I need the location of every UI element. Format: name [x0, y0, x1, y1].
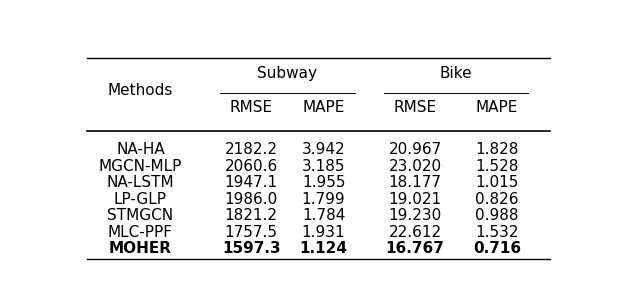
Text: MLC-PPF: MLC-PPF: [108, 225, 173, 240]
Text: 19.230: 19.230: [389, 208, 442, 223]
Text: 1986.0: 1986.0: [225, 192, 278, 207]
Text: MAPE: MAPE: [302, 100, 345, 115]
Text: 1757.5: 1757.5: [225, 225, 278, 240]
Text: 2182.2: 2182.2: [225, 142, 278, 157]
Text: 3.942: 3.942: [302, 142, 345, 157]
Text: 1.528: 1.528: [475, 159, 519, 174]
Text: STMGCN: STMGCN: [108, 208, 174, 223]
Text: 23.020: 23.020: [389, 159, 442, 174]
Text: Bike: Bike: [440, 66, 473, 81]
Text: 19.021: 19.021: [389, 192, 442, 207]
Text: Methods: Methods: [108, 83, 173, 98]
Text: 18.177: 18.177: [389, 175, 442, 190]
Text: RMSE: RMSE: [394, 100, 437, 115]
Text: 16.767: 16.767: [386, 241, 445, 256]
Text: 1821.2: 1821.2: [225, 208, 278, 223]
Text: 0.826: 0.826: [475, 192, 519, 207]
Text: MOHER: MOHER: [109, 241, 172, 256]
Text: 2060.6: 2060.6: [225, 159, 278, 174]
Text: 0.988: 0.988: [475, 208, 519, 223]
Text: 3.185: 3.185: [302, 159, 345, 174]
Text: LP-GLP: LP-GLP: [114, 192, 167, 207]
Text: 20.967: 20.967: [389, 142, 442, 157]
Text: Subway: Subway: [258, 66, 317, 81]
Text: 0.716: 0.716: [473, 241, 521, 256]
Text: 1.799: 1.799: [302, 192, 345, 207]
Text: 1.931: 1.931: [302, 225, 345, 240]
Text: 1.784: 1.784: [302, 208, 345, 223]
Text: MAPE: MAPE: [476, 100, 518, 115]
Text: 22.612: 22.612: [389, 225, 442, 240]
Text: MGCN-MLP: MGCN-MLP: [99, 159, 182, 174]
Text: 1947.1: 1947.1: [225, 175, 278, 190]
Text: 1.532: 1.532: [475, 225, 519, 240]
Text: RMSE: RMSE: [230, 100, 273, 115]
Text: 1.015: 1.015: [475, 175, 519, 190]
Text: 1597.3: 1597.3: [222, 241, 281, 256]
Text: NA-HA: NA-HA: [116, 142, 165, 157]
Text: NA-LSTM: NA-LSTM: [106, 175, 174, 190]
Text: 1.124: 1.124: [300, 241, 348, 256]
Text: 1.828: 1.828: [475, 142, 519, 157]
Text: 1.955: 1.955: [302, 175, 345, 190]
